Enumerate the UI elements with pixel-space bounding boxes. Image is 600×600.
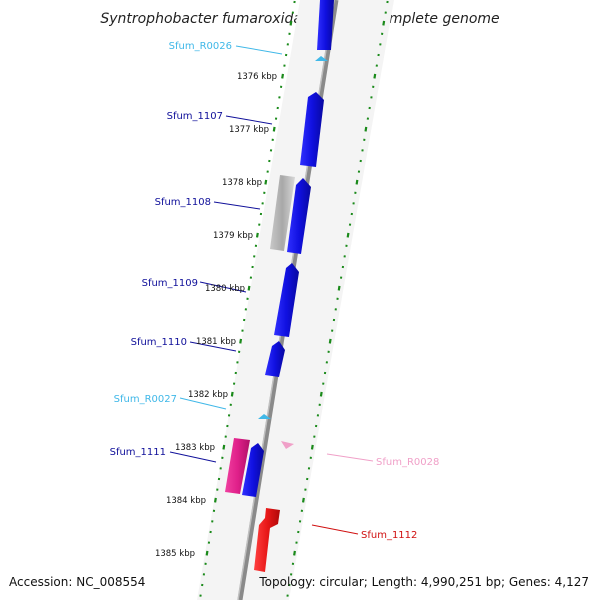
scale-dot	[382, 20, 386, 26]
gene-label: Sfum_1110	[131, 337, 187, 348]
scale-dot	[247, 285, 251, 291]
scale-track-outer	[286, 0, 389, 597]
gene-feature-sfum-1107	[300, 92, 324, 167]
scale-dot	[289, 20, 293, 26]
gene-labels: Sfum_R0026 Sfum_1107 Sfum_1108 Sfum_1109…	[110, 41, 440, 541]
leader-lines	[169, 45, 374, 535]
leader-sfum-1108	[213, 201, 261, 210]
gene-label: Sfum_1107	[167, 111, 223, 122]
leader-sfum-r0028	[326, 453, 374, 462]
leader-sfum-1107	[225, 115, 273, 125]
scale-dot	[281, 73, 285, 79]
scale-dot	[346, 232, 350, 238]
rna-feature-sfum-r0028	[281, 441, 294, 449]
scale-dot	[272, 126, 276, 132]
kbp-label: 1384 kbp	[166, 496, 206, 506]
gene-label: Sfum_1112	[361, 530, 417, 541]
scale-track-inner	[199, 0, 296, 597]
gene-feature-sfum-1111-magenta	[225, 438, 250, 494]
ring-band	[197, 0, 394, 600]
scale-dot	[364, 126, 368, 132]
scale-dot	[222, 444, 226, 450]
kbp-label: 1379 kbp	[213, 231, 253, 241]
kbp-label: 1385 kbp	[155, 549, 195, 559]
kbp-label: 1383 kbp	[175, 443, 215, 453]
scale-dot	[355, 179, 359, 185]
kbp-label: 1382 kbp	[188, 390, 228, 400]
scale-dot	[230, 391, 234, 397]
gene-feature-sfum-1110	[265, 341, 285, 377]
kbp-label: 1376 kbp	[237, 72, 277, 82]
scale-dot	[293, 550, 296, 556]
gene-feature-sfum-1108	[287, 178, 311, 254]
scale-dot	[328, 338, 332, 344]
gene-feature-sfum-1108-grey	[270, 175, 295, 251]
genome-summary-text: Topology: circular; Length: 4,990,251 bp…	[258, 575, 589, 589]
leader-sfum-r0026	[235, 45, 283, 55]
gene-label: Sfum_R0026	[169, 41, 232, 52]
scale-dot	[319, 391, 323, 397]
kbp-label: 1378 kbp	[222, 178, 262, 188]
scale-dot	[301, 497, 305, 503]
kbp-labels: 1376 kbp 1377 kbp 1378 kbp 1379 kbp 1380…	[155, 72, 277, 559]
scale-dot	[205, 550, 209, 556]
accession-text: Accession: NC_008554	[9, 575, 145, 589]
leader-sfum-1109	[199, 281, 247, 293]
kbp-label: 1380 kbp	[205, 284, 245, 294]
gene-label: Sfum_R0027	[114, 394, 177, 405]
scale-dot	[255, 232, 259, 238]
scale-dot	[213, 497, 217, 503]
gene-feature-sfum-1111	[242, 443, 264, 497]
gene-label: Sfum_1108	[155, 197, 211, 208]
rna-feature-sfum-r0027	[258, 414, 271, 419]
kbp-label: 1381 kbp	[196, 337, 236, 347]
leader-sfum-1110	[189, 341, 237, 352]
scale-dot	[264, 179, 268, 185]
gene-features	[225, 0, 334, 572]
scale-dot	[337, 285, 341, 291]
gene-feature-sfum-1112	[254, 508, 280, 572]
gene-label: Sfum_1109	[142, 278, 198, 289]
kbp-label: 1377 kbp	[229, 125, 269, 135]
leader-sfum-1111	[169, 451, 217, 463]
gene-feature-sfum-1109	[274, 263, 299, 337]
scale-dot	[373, 73, 377, 79]
rna-feature-sfum-r0026	[315, 56, 328, 61]
scale-dot	[310, 444, 314, 450]
scale-dot	[239, 338, 243, 344]
leader-sfum-r0027	[179, 397, 227, 410]
gene-label: Sfum_1111	[110, 447, 166, 458]
leader-sfum-1112	[311, 524, 359, 535]
gene-feature-top	[317, 0, 334, 50]
gene-label: Sfum_R0028	[376, 457, 439, 468]
